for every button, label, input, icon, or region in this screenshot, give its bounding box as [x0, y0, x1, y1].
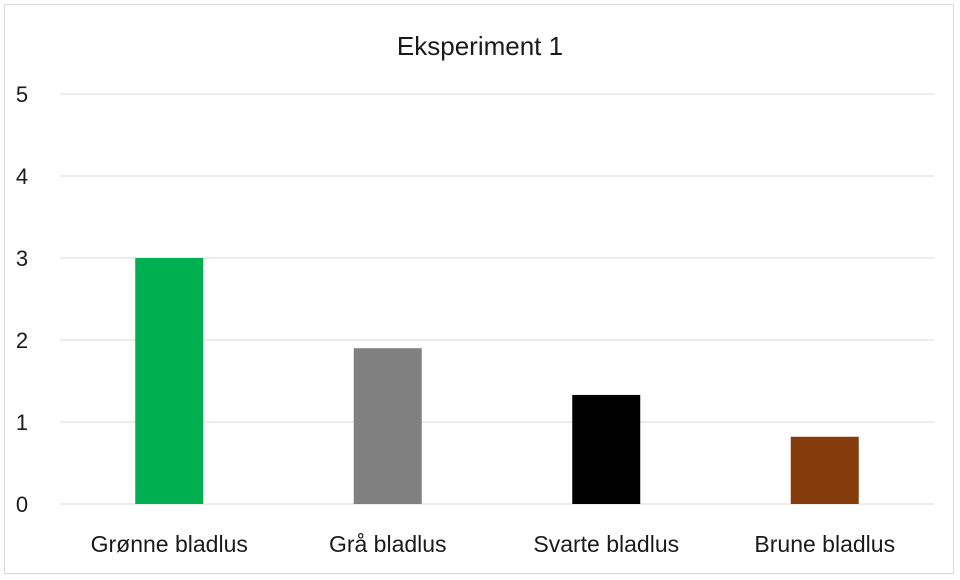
x-category-label: Brune bladlus — [754, 531, 895, 557]
bar-1 — [135, 258, 204, 504]
x-category-label: Grå bladlus — [329, 531, 447, 557]
y-tick-label: 0 — [16, 492, 28, 517]
x-category-label: Svarte bladlus — [533, 531, 679, 557]
bars — [135, 258, 859, 504]
y-tick-label: 4 — [16, 164, 28, 189]
y-tick-label: 2 — [16, 328, 28, 353]
y-tick-label: 3 — [16, 246, 28, 271]
y-axis-tick-labels: 0 1 2 3 4 5 — [16, 82, 28, 517]
bar-2 — [353, 348, 422, 504]
chart-title: Eksperiment 1 — [396, 31, 564, 61]
bar-3 — [572, 394, 641, 504]
bar-4 — [790, 436, 859, 504]
gridlines — [60, 93, 934, 505]
y-tick-label: 1 — [16, 410, 28, 435]
x-axis-category-labels: Grønne bladlus Grå bladlus Svarte bladlus B… — [91, 531, 895, 557]
y-tick-label: 5 — [16, 82, 28, 107]
x-category-label: Grønne bladlus — [91, 531, 248, 557]
